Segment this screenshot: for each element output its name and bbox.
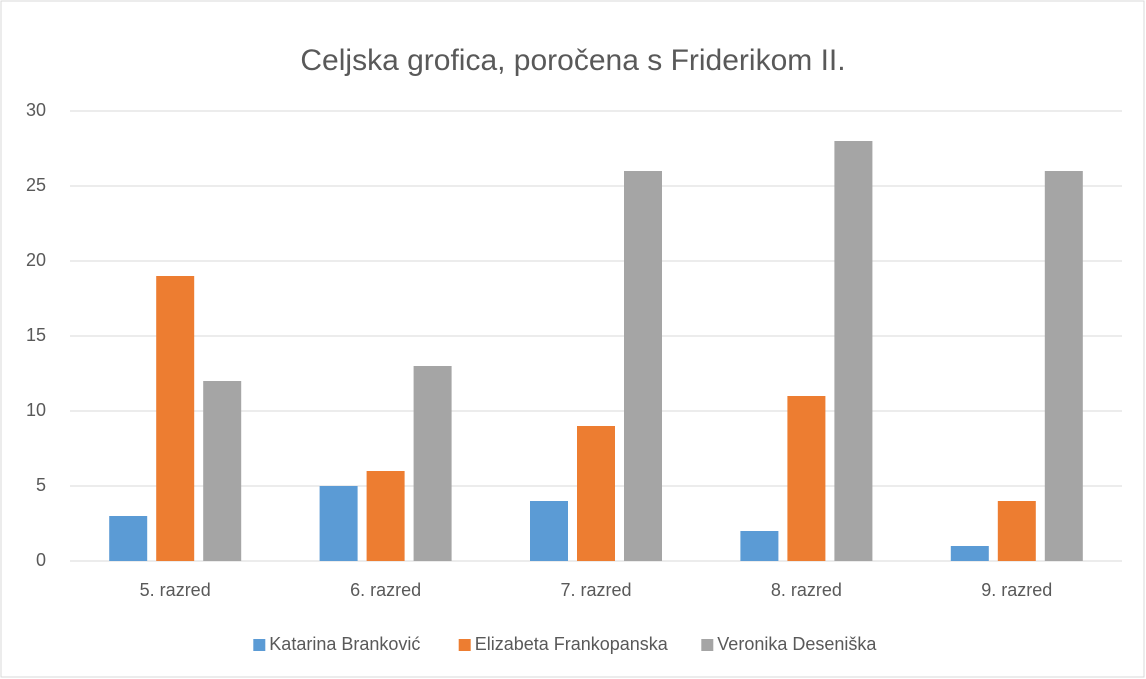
bar: [997, 501, 1036, 561]
bar: [834, 141, 873, 561]
y-tick-label: 5: [36, 475, 46, 495]
bar: [530, 501, 568, 561]
legend-swatch: [253, 639, 266, 651]
y-tick-label: 20: [26, 250, 46, 270]
bar: [413, 366, 452, 561]
y-tick-label: 25: [26, 175, 46, 195]
bar: [319, 486, 358, 561]
legend-label: Elizabeta Frankopanska: [475, 634, 669, 654]
y-tick-label: 10: [26, 400, 46, 420]
legend-label: Veronika Deseniška: [717, 634, 877, 654]
bar: [1044, 171, 1083, 561]
x-tick-label: 5. razred: [140, 580, 211, 600]
bar: [366, 471, 405, 561]
bar: [950, 546, 989, 561]
legend-swatch: [458, 639, 471, 651]
x-tick-label: 9. razred: [981, 580, 1052, 600]
x-tick-label: 8. razred: [771, 580, 842, 600]
x-tick-label: 7. razred: [560, 580, 631, 600]
y-tick-label: 0: [36, 550, 46, 570]
bar: [109, 516, 148, 561]
y-tick-label: 15: [26, 325, 46, 345]
x-tick-label: 6. razred: [350, 580, 421, 600]
bar: [624, 171, 662, 561]
bar: [203, 381, 242, 561]
y-tick-label: 30: [26, 100, 46, 120]
legend-swatch: [701, 639, 714, 651]
bar: [740, 531, 779, 561]
bar: [577, 426, 615, 561]
bar: [156, 276, 195, 561]
legend-label: Katarina Branković: [269, 634, 420, 654]
bar: [787, 396, 826, 561]
chart-title: Celjska grofica, poročena s Friderikom I…: [300, 44, 845, 77]
